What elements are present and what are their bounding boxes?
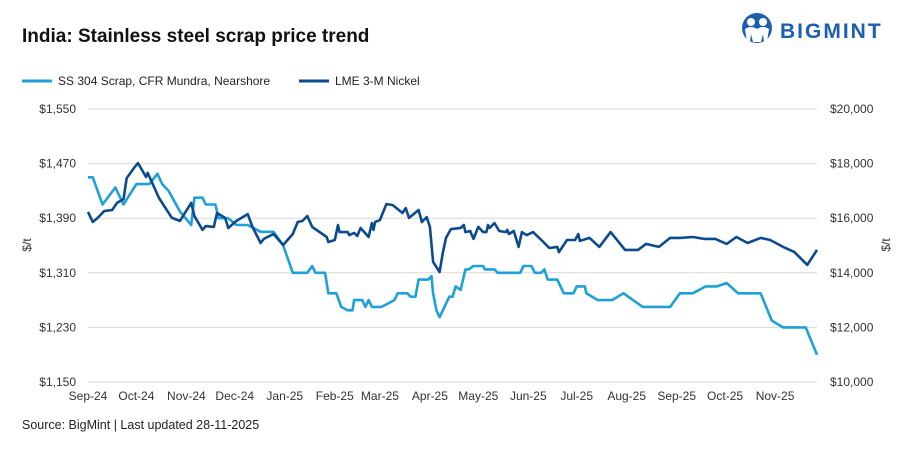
y-left-tick-label: $1,470 <box>39 157 76 171</box>
x-tick-label: Oct-25 <box>707 389 743 403</box>
y-right-tick-label: $16,000 <box>830 211 874 225</box>
x-tick-label: Aug-25 <box>607 389 646 403</box>
y-left-tick-label: $1,310 <box>39 266 76 280</box>
bigmint-logo: BIGMINT <box>742 13 883 43</box>
y-left-tick-label: $1,230 <box>39 320 76 334</box>
y-axis-right: $10,000 $12,000 $14,000 $16,000 $18,000 $20,0… <box>830 102 874 389</box>
legend-label-ss304: SS 304 Scrap, CFR Mundra, Nearshore <box>58 74 270 88</box>
x-tick-label: Dec-24 <box>215 389 254 403</box>
series-line-ss304-scrap <box>88 172 819 356</box>
x-tick-label: Nov-24 <box>167 389 206 403</box>
x-tick-label: Feb-25 <box>316 389 354 403</box>
x-tick-label: Sep-24 <box>69 389 108 403</box>
y-right-tick-label: $18,000 <box>830 157 874 171</box>
x-tick-label: Jan-25 <box>266 389 303 403</box>
chart-title: India: Stainless steel scrap price trend <box>22 26 369 47</box>
legend-label-nickel: LME 3-M Nickel <box>335 74 420 88</box>
brand-name: BIGMINT <box>780 20 883 43</box>
x-tick-label: Mar-25 <box>361 389 399 403</box>
y-axis-right-label: $/t <box>879 238 893 252</box>
y-left-tick-label: $1,390 <box>39 211 76 225</box>
series-line-lme-nickel <box>86 161 819 274</box>
y-right-tick-label: $12,000 <box>830 320 874 334</box>
y-right-tick-label: $20,000 <box>830 102 874 116</box>
source-note: Source: BigMint | Last updated 28-11-202… <box>22 418 259 432</box>
x-tick-label: Nov-25 <box>756 389 795 403</box>
x-axis: Sep-24 Oct-24 Nov-24 Dec-24 Jan-25 Feb-25 Mar-… <box>69 389 795 403</box>
gridlines <box>88 108 817 383</box>
y-left-tick-label: $1,550 <box>39 102 76 116</box>
y-right-tick-label: $10,000 <box>830 375 874 389</box>
x-tick-label: Jun-25 <box>510 389 547 403</box>
x-tick-label: Oct-24 <box>118 389 154 403</box>
y-left-tick-label: $1,150 <box>39 375 76 389</box>
y-axis-left-label: $/t <box>20 238 34 252</box>
x-tick-label: Jul-25 <box>560 389 593 403</box>
x-tick-label: May-25 <box>458 389 498 403</box>
y-axis-left: $1,150 $1,230 $1,310 $1,390 $1,470 $1,550 <box>39 102 76 389</box>
people-icon <box>742 13 772 43</box>
x-tick-label: Apr-25 <box>412 389 448 403</box>
series-lines <box>86 161 819 356</box>
x-tick-label: Sep-25 <box>657 389 696 403</box>
y-right-tick-label: $14,000 <box>830 266 874 280</box>
legend: SS 304 Scrap, CFR Mundra, Nearshore LME … <box>22 74 420 88</box>
